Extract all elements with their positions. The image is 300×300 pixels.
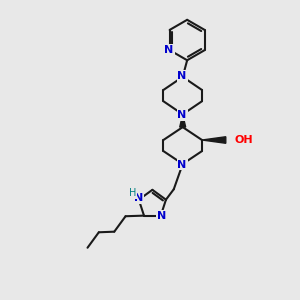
Text: N: N bbox=[178, 110, 187, 120]
Text: OH: OH bbox=[234, 135, 253, 145]
Polygon shape bbox=[202, 137, 226, 143]
Polygon shape bbox=[180, 114, 186, 127]
Text: N: N bbox=[178, 160, 187, 170]
Text: N: N bbox=[178, 71, 187, 81]
Text: H: H bbox=[129, 188, 136, 198]
Text: N: N bbox=[134, 193, 143, 203]
Text: N: N bbox=[157, 211, 166, 221]
Text: N: N bbox=[164, 45, 174, 55]
